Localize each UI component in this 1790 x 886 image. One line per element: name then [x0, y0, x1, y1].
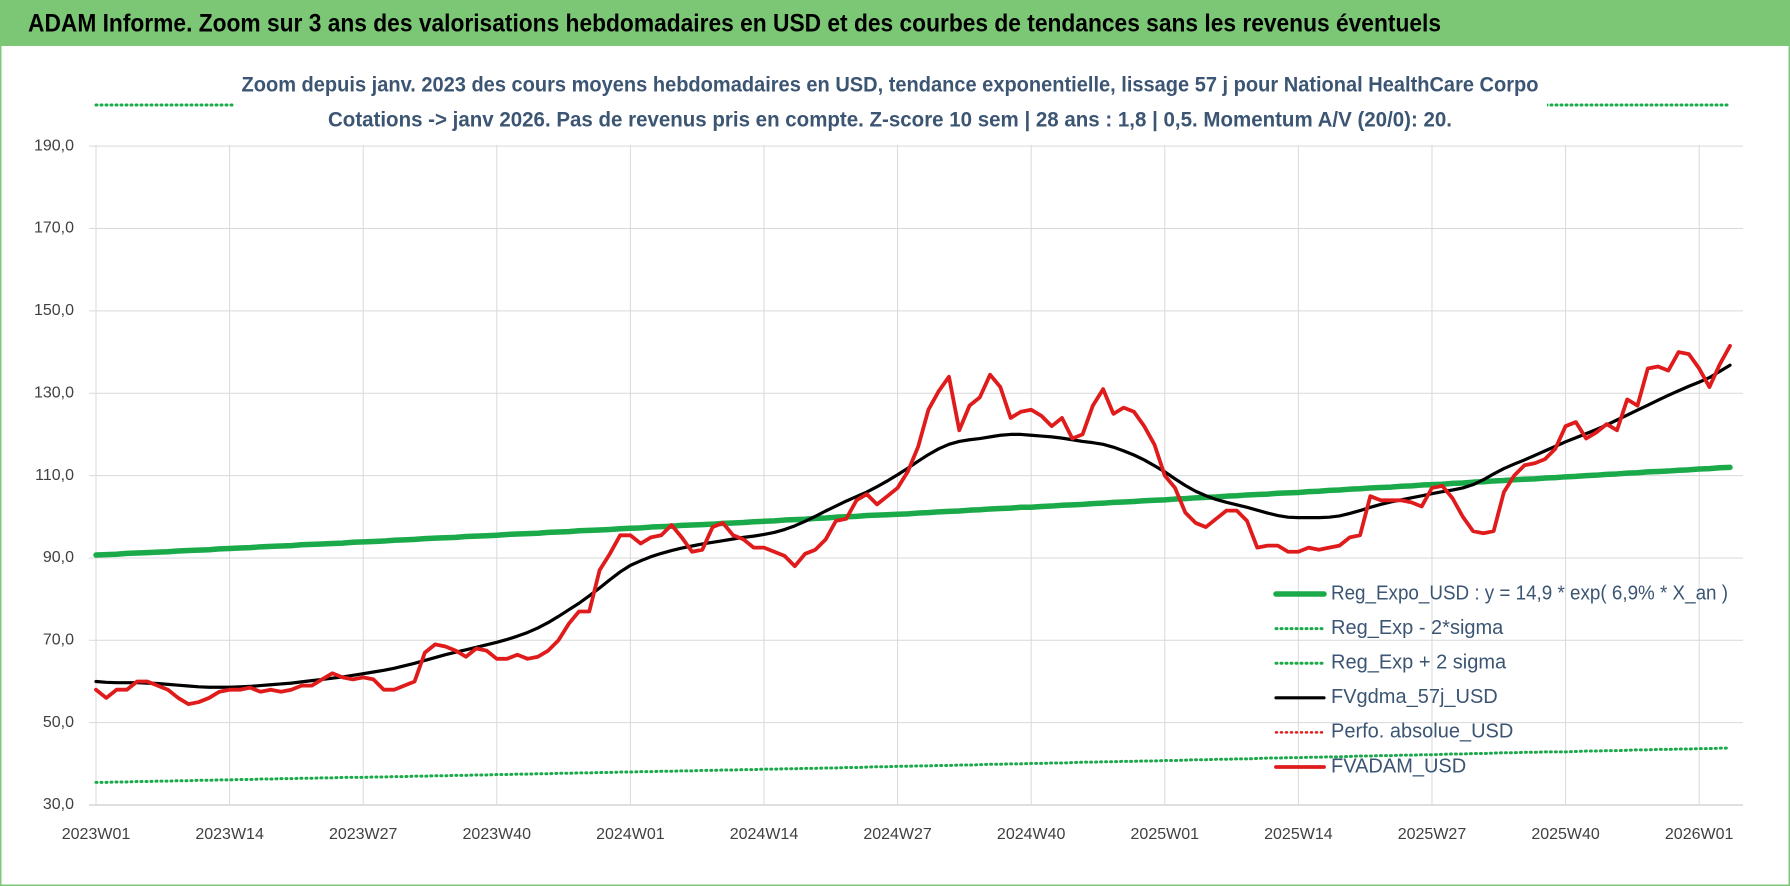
- x-tick-label: 2024W27: [863, 826, 932, 843]
- x-tick-label: 2026W01: [1665, 826, 1734, 843]
- series-line: [94, 363, 1732, 689]
- y-tick-label: 70,0: [43, 632, 74, 649]
- x-tick-label: 2023W14: [195, 826, 264, 843]
- y-tick-label: 110,0: [35, 467, 74, 484]
- x-tick-label: 2024W14: [730, 826, 799, 843]
- y-tick-label: 170,0: [34, 220, 74, 237]
- x-tick-label: 2023W01: [62, 826, 131, 843]
- x-tick-label: 2024W40: [997, 826, 1066, 843]
- legend-label: FVADAM_USD: [1331, 755, 1466, 777]
- chart-title: Zoom depuis janv. 2023 des cours moyens …: [242, 74, 1539, 97]
- legend-label: Reg_Exp - 2*sigma: [1331, 617, 1504, 639]
- legend-label: Reg_Expo_USD : y = 14,9 * exp( 6,9% * X_…: [1331, 582, 1728, 604]
- y-tick-label: 190,0: [34, 137, 74, 154]
- header-title: ADAM Informe. Zoom sur 3 ans des valoris…: [28, 10, 1441, 38]
- title-box: [234, 70, 1547, 140]
- y-tick-label: 50,0: [43, 714, 74, 731]
- x-tick-label: 2024W01: [596, 826, 665, 843]
- header-band: [0, 0, 1790, 46]
- series-line: [94, 343, 1732, 707]
- chart-subtitle: Cotations -> janv 2026. Pas de revenus p…: [328, 109, 1452, 132]
- x-tick-label: 2025W27: [1398, 826, 1467, 843]
- legend-label: Reg_Exp + 2 sigma: [1331, 651, 1507, 673]
- legend: Reg_Expo_USD : y = 14,9 * exp( 6,9% * X_…: [1273, 582, 1728, 777]
- y-tick-label: 30,0: [43, 796, 74, 813]
- y-tick-label: 130,0: [34, 384, 74, 401]
- x-tick-label: 2025W14: [1264, 826, 1333, 843]
- y-tick-label: 90,0: [43, 549, 74, 566]
- x-tick-label: 2023W40: [463, 826, 532, 843]
- series-line: [93, 464, 1733, 558]
- x-tick-label: 2025W01: [1131, 826, 1200, 843]
- x-tick-label: 2025W40: [1531, 826, 1600, 843]
- y-tick-label: 150,0: [34, 302, 74, 319]
- legend-label: Perfo. absolue_USD: [1331, 721, 1513, 743]
- legend-label: FVgdma_57j_USD: [1331, 686, 1498, 708]
- x-tick-label: 2023W27: [329, 826, 398, 843]
- series-line: [94, 746, 1732, 784]
